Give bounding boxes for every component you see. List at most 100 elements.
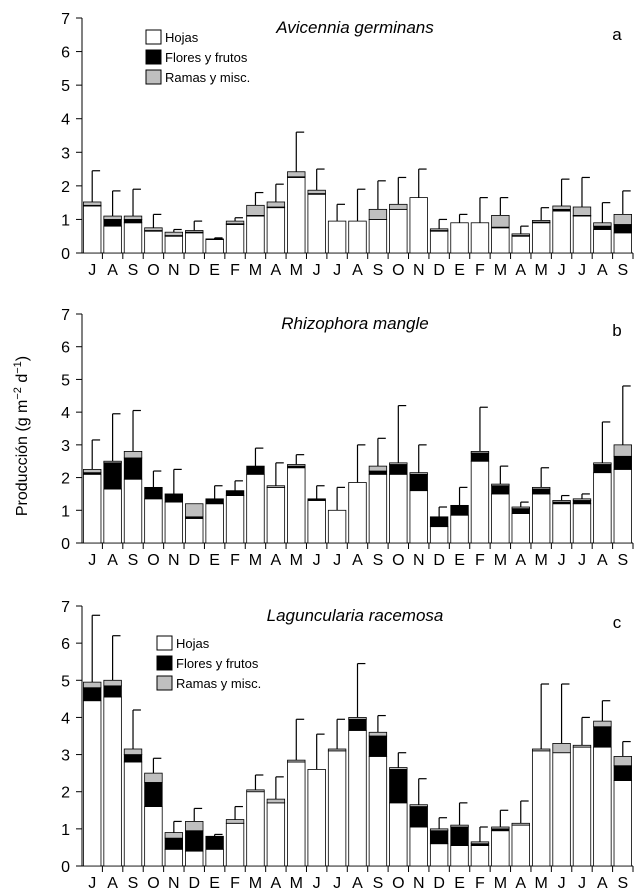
bar-segment-ramas [389,767,408,770]
bar-segment-ramas [613,444,632,457]
x-tick-label: N [168,552,180,569]
bar-segment-hojas [144,498,163,544]
bar-segment-ramas [266,485,286,488]
x-tick-label: A [271,875,282,892]
bar-segment-flores [144,782,163,807]
bar-segment-hojas [368,219,388,254]
legend-label-ramas: Ramas y misc. [176,676,261,691]
bar-segment-hojas [511,235,530,254]
bar-segment-ramas [164,832,184,839]
x-tick-label: M [249,262,262,279]
bar-segment-ramas [144,772,163,783]
y-tick-label: 7 [61,599,70,616]
bar-segment-ramas [123,215,143,220]
y-tick-label: 6 [61,636,70,653]
bar-segment-ramas [531,748,551,752]
x-tick-label: J [578,552,586,569]
x-tick-label: E [454,875,465,892]
bar-segment-ramas [593,720,612,728]
bar-segment-ramas [429,228,449,231]
bar-segment-flores [429,830,449,845]
bar-segment-flores [83,687,102,702]
bar-segment-flores [511,508,530,514]
bar-segment-hojas [103,225,122,254]
bar-segment-ramas [266,201,286,208]
x-tick-label: E [454,552,465,569]
x-tick-label: A [597,262,608,279]
x-tick-label: F [475,875,485,892]
bar-segment-ramas [511,506,530,510]
x-tick-label: F [230,262,240,279]
bar-segment-flores [164,837,184,850]
bar-segment-flores [613,455,632,470]
bar-segment-hojas [185,518,204,544]
bar-segment-hojas [225,495,245,544]
x-tick-label: S [373,262,384,279]
bar-segment-flores [205,835,224,850]
bar-segment-ramas [123,748,143,755]
y-axis-label: Producción (g m−2 d−1) [12,356,31,516]
bar-segment-hojas [123,761,143,867]
x-tick-label: J [333,262,341,279]
y-tick-label: 1 [61,503,70,520]
bar-segment-flores [144,486,163,500]
bar-segment-flores [103,685,122,698]
bar-segment-ramas [552,743,571,754]
bar-segment-hojas [83,700,102,867]
bar-segment-ramas [123,450,143,459]
x-tick-label: A [352,875,363,892]
bar-segment-hojas [389,473,408,544]
bar-segment-hojas [327,509,347,544]
bar-segment-hojas [552,752,571,867]
x-tick-label: E [209,552,220,569]
legend-swatch-ramas [156,675,173,691]
bar-segment-hojas [307,769,326,867]
x-tick-label: D [188,262,200,279]
bar-segment-hojas [164,848,184,867]
bar-segment-ramas [491,826,510,830]
x-tick-label: S [128,875,139,892]
y-tick-label: 0 [61,859,70,876]
bar-segment-hojas [450,222,469,254]
bar-segment-ramas [450,824,469,828]
x-tick-label: E [209,875,220,892]
bar-segment-flores [123,457,143,480]
x-tick-label: A [515,552,526,569]
bar-segment-hojas [287,177,306,254]
bar-segment-flores [593,225,612,230]
x-tick-label: A [597,875,608,892]
x-tick-label: A [352,262,363,279]
bar-segment-hojas [266,486,286,544]
bar-segment-hojas [327,750,347,867]
x-tick-label: J [88,875,96,892]
bar-segment-ramas [531,220,551,223]
bar-segment-hojas [572,746,592,867]
x-tick-label: O [147,552,159,569]
bar-segment-hojas [613,468,632,544]
legend: Hojas Flores y frutos Ramas y misc. [145,29,250,85]
bar-segment-flores [572,500,592,505]
bar-segment-hojas [287,761,306,867]
bar-segment-hojas [593,746,612,867]
y-tick-label: 5 [61,372,70,389]
bar-segment-hojas [572,503,592,544]
y-tick-label: 1 [61,822,70,839]
bar-segment-hojas [429,230,449,254]
bar-segment-hojas [287,467,306,544]
bar-segment-hojas [552,210,571,254]
bar-segment-ramas [83,201,102,206]
x-tick-label: M [494,875,507,892]
bar-segment-ramas [409,472,428,475]
x-tick-label: F [475,552,485,569]
y-tick-label: 2 [61,471,70,488]
bar-segment-ramas [144,227,163,231]
bar-segment-flores [205,498,224,505]
x-tick-label: M [494,552,507,569]
x-tick-label: A [597,552,608,569]
x-tick-label: M [249,875,262,892]
bar-segment-flores [593,464,612,474]
bar-segment-hojas [450,514,469,544]
bar-segment-hojas [409,490,428,544]
bar-segment-ramas [225,220,245,225]
